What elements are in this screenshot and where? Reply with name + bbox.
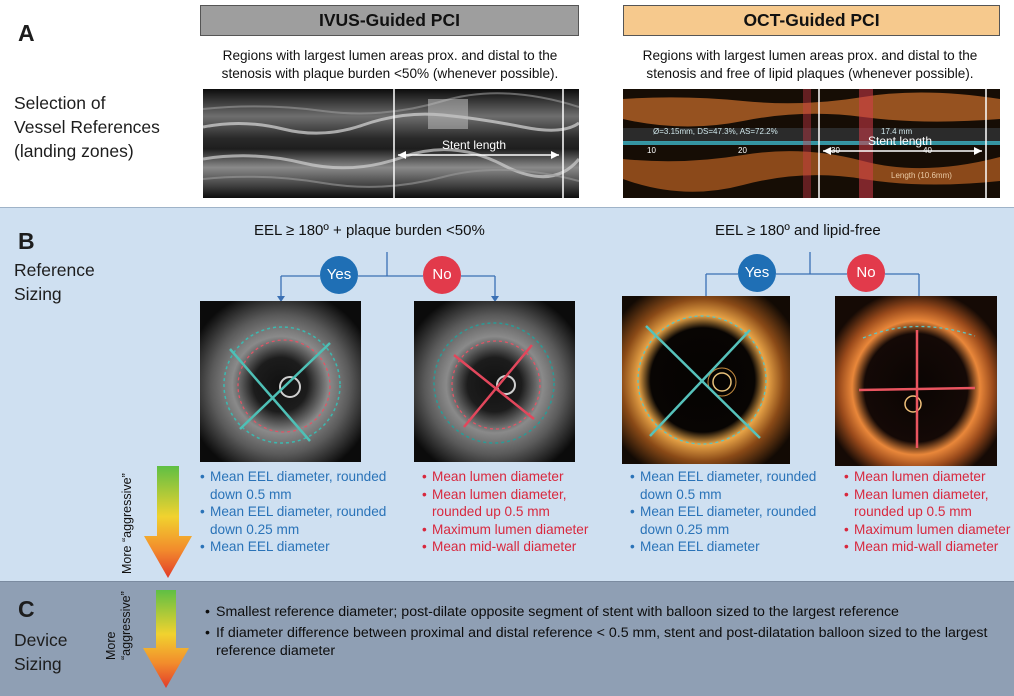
list-item: Mean EEL diameter, rounded down 0.25 mm [630,503,830,538]
oct-strip-length: 17.4 mm [881,127,913,136]
oct-lumen-cross-section-image [835,296,997,466]
panel-a-title-line: (landing zones) [14,141,134,161]
panel-b-title-line: Reference [14,260,95,280]
panel-a-title-line: Selection of [14,93,106,113]
oct-strip-bottom-label: Length (10.6mm) [891,171,952,180]
list-item: Maximum lumen diameter [844,521,1014,539]
oct-eel-cross-section-image [622,296,790,464]
list-item: Mean EEL diameter, rounded down 0.25 mm [200,503,400,538]
ivus-longitudinal-image: Stent length [203,89,579,198]
panel-b-title-line: Sizing [14,284,62,304]
ivus-eel-cross-section-image [200,301,361,462]
device-sizing-list: Smallest reference diameter; post-dilate… [205,603,1005,663]
oct-tick-label: 30 [831,146,840,155]
panel-a-vessel-references: A Selection of Vessel References (landin… [0,0,1014,207]
oct-longitudinal-image: Ø=3.15mm, DS=47.3%, AS=72.2% 17.4 mm Ste… [623,89,1000,198]
list-item: Smallest reference diameter; post-dilate… [205,603,1005,621]
list-item: Maximum lumen diameter [422,521,607,539]
ivus-reference-description: Regions with largest lumen areas prox. a… [188,47,592,83]
ivus-eel-options-list: Mean EEL diameter, rounded down 0.5 mm M… [200,468,400,556]
oct-lumen-options-list: Mean lumen diameter Mean lumen diameter,… [844,468,1014,556]
panel-c-title-line: Device [14,630,68,650]
oct-tick-label: 20 [738,146,747,155]
ivus-no-badge: No [423,256,461,294]
oct-yes-badge: Yes [738,254,776,292]
ivus-stent-length-label: Stent length [442,138,507,152]
list-item: Mean lumen diameter [422,468,607,486]
desc-line: stenosis with plaque burden <50% (whenev… [221,66,559,81]
list-item: Mean mid-wall diameter [422,538,607,556]
panel-letter-a: A [18,20,35,46]
list-item: Mean lumen diameter, rounded up 0.5 mm [422,486,607,521]
panel-a-title: Selection of Vessel References (landing … [14,91,160,163]
device-aggressiveness-arrow-icon [143,590,189,688]
aggressiveness-arrow-icon [144,466,192,578]
panel-b-title: Reference Sizing [14,258,95,306]
panel-letter-b: B [18,228,35,254]
oct-guided-header: OCT-Guided PCI [623,5,1000,36]
aggressiveness-label: More “aggressive” [120,473,134,574]
oct-no-badge: No [847,254,885,292]
ivus-criteria: EEL ≥ 180º + plaque burden <50% [254,222,485,239]
device-aggressiveness-label: More “aggressive” [104,591,134,660]
list-item: Mean mid-wall diameter [844,538,1014,556]
panel-a-title-line: Vessel References [14,117,160,137]
panel-c-title-line: Sizing [14,654,62,674]
oct-stent-length-label: Stent length [868,134,933,148]
oct-tick-label: 10 [647,146,656,155]
ivus-guided-header: IVUS-Guided PCI [200,5,579,36]
list-item: Mean EEL diameter, rounded down 0.5 mm [630,468,830,503]
desc-line: Regions with largest lumen areas prox. a… [642,48,978,63]
oct-reference-description: Regions with largest lumen areas prox. a… [610,47,1010,83]
label-line: More [104,631,118,660]
panel-b-reference-sizing: B Reference Sizing EEL ≥ 180º + plaque b… [0,207,1014,581]
panel-c-device-sizing: C Device Sizing More “aggressive” Smalle… [0,581,1014,696]
desc-line: stenosis and free of lipid plaques (when… [646,66,974,81]
list-item: Mean EEL diameter, rounded down 0.5 mm [200,468,400,503]
label-line: “aggressive” [119,591,133,660]
list-item: Mean EEL diameter [630,538,830,556]
list-item: Mean lumen diameter [844,468,1014,486]
oct-eel-options-list: Mean EEL diameter, rounded down 0.5 mm M… [630,468,830,556]
ivus-lumen-cross-section-image [414,301,575,462]
panel-letter-c: C [18,596,35,622]
list-item: If diameter difference between proximal … [205,624,1005,660]
ivus-lumen-options-list: Mean lumen diameter Mean lumen diameter,… [422,468,607,556]
oct-criteria: EEL ≥ 180º and lipid-free [715,222,881,239]
oct-strip-measurement: Ø=3.15mm, DS=47.3%, AS=72.2% [653,127,778,136]
list-item: Mean EEL diameter [200,538,400,556]
desc-line: Regions with largest lumen areas prox. a… [222,48,558,63]
ivus-yes-badge: Yes [320,256,358,294]
panel-c-title: Device Sizing [14,628,68,676]
oct-tick-label: 40 [923,146,932,155]
list-item: Mean lumen diameter, rounded up 0.5 mm [844,486,1014,521]
